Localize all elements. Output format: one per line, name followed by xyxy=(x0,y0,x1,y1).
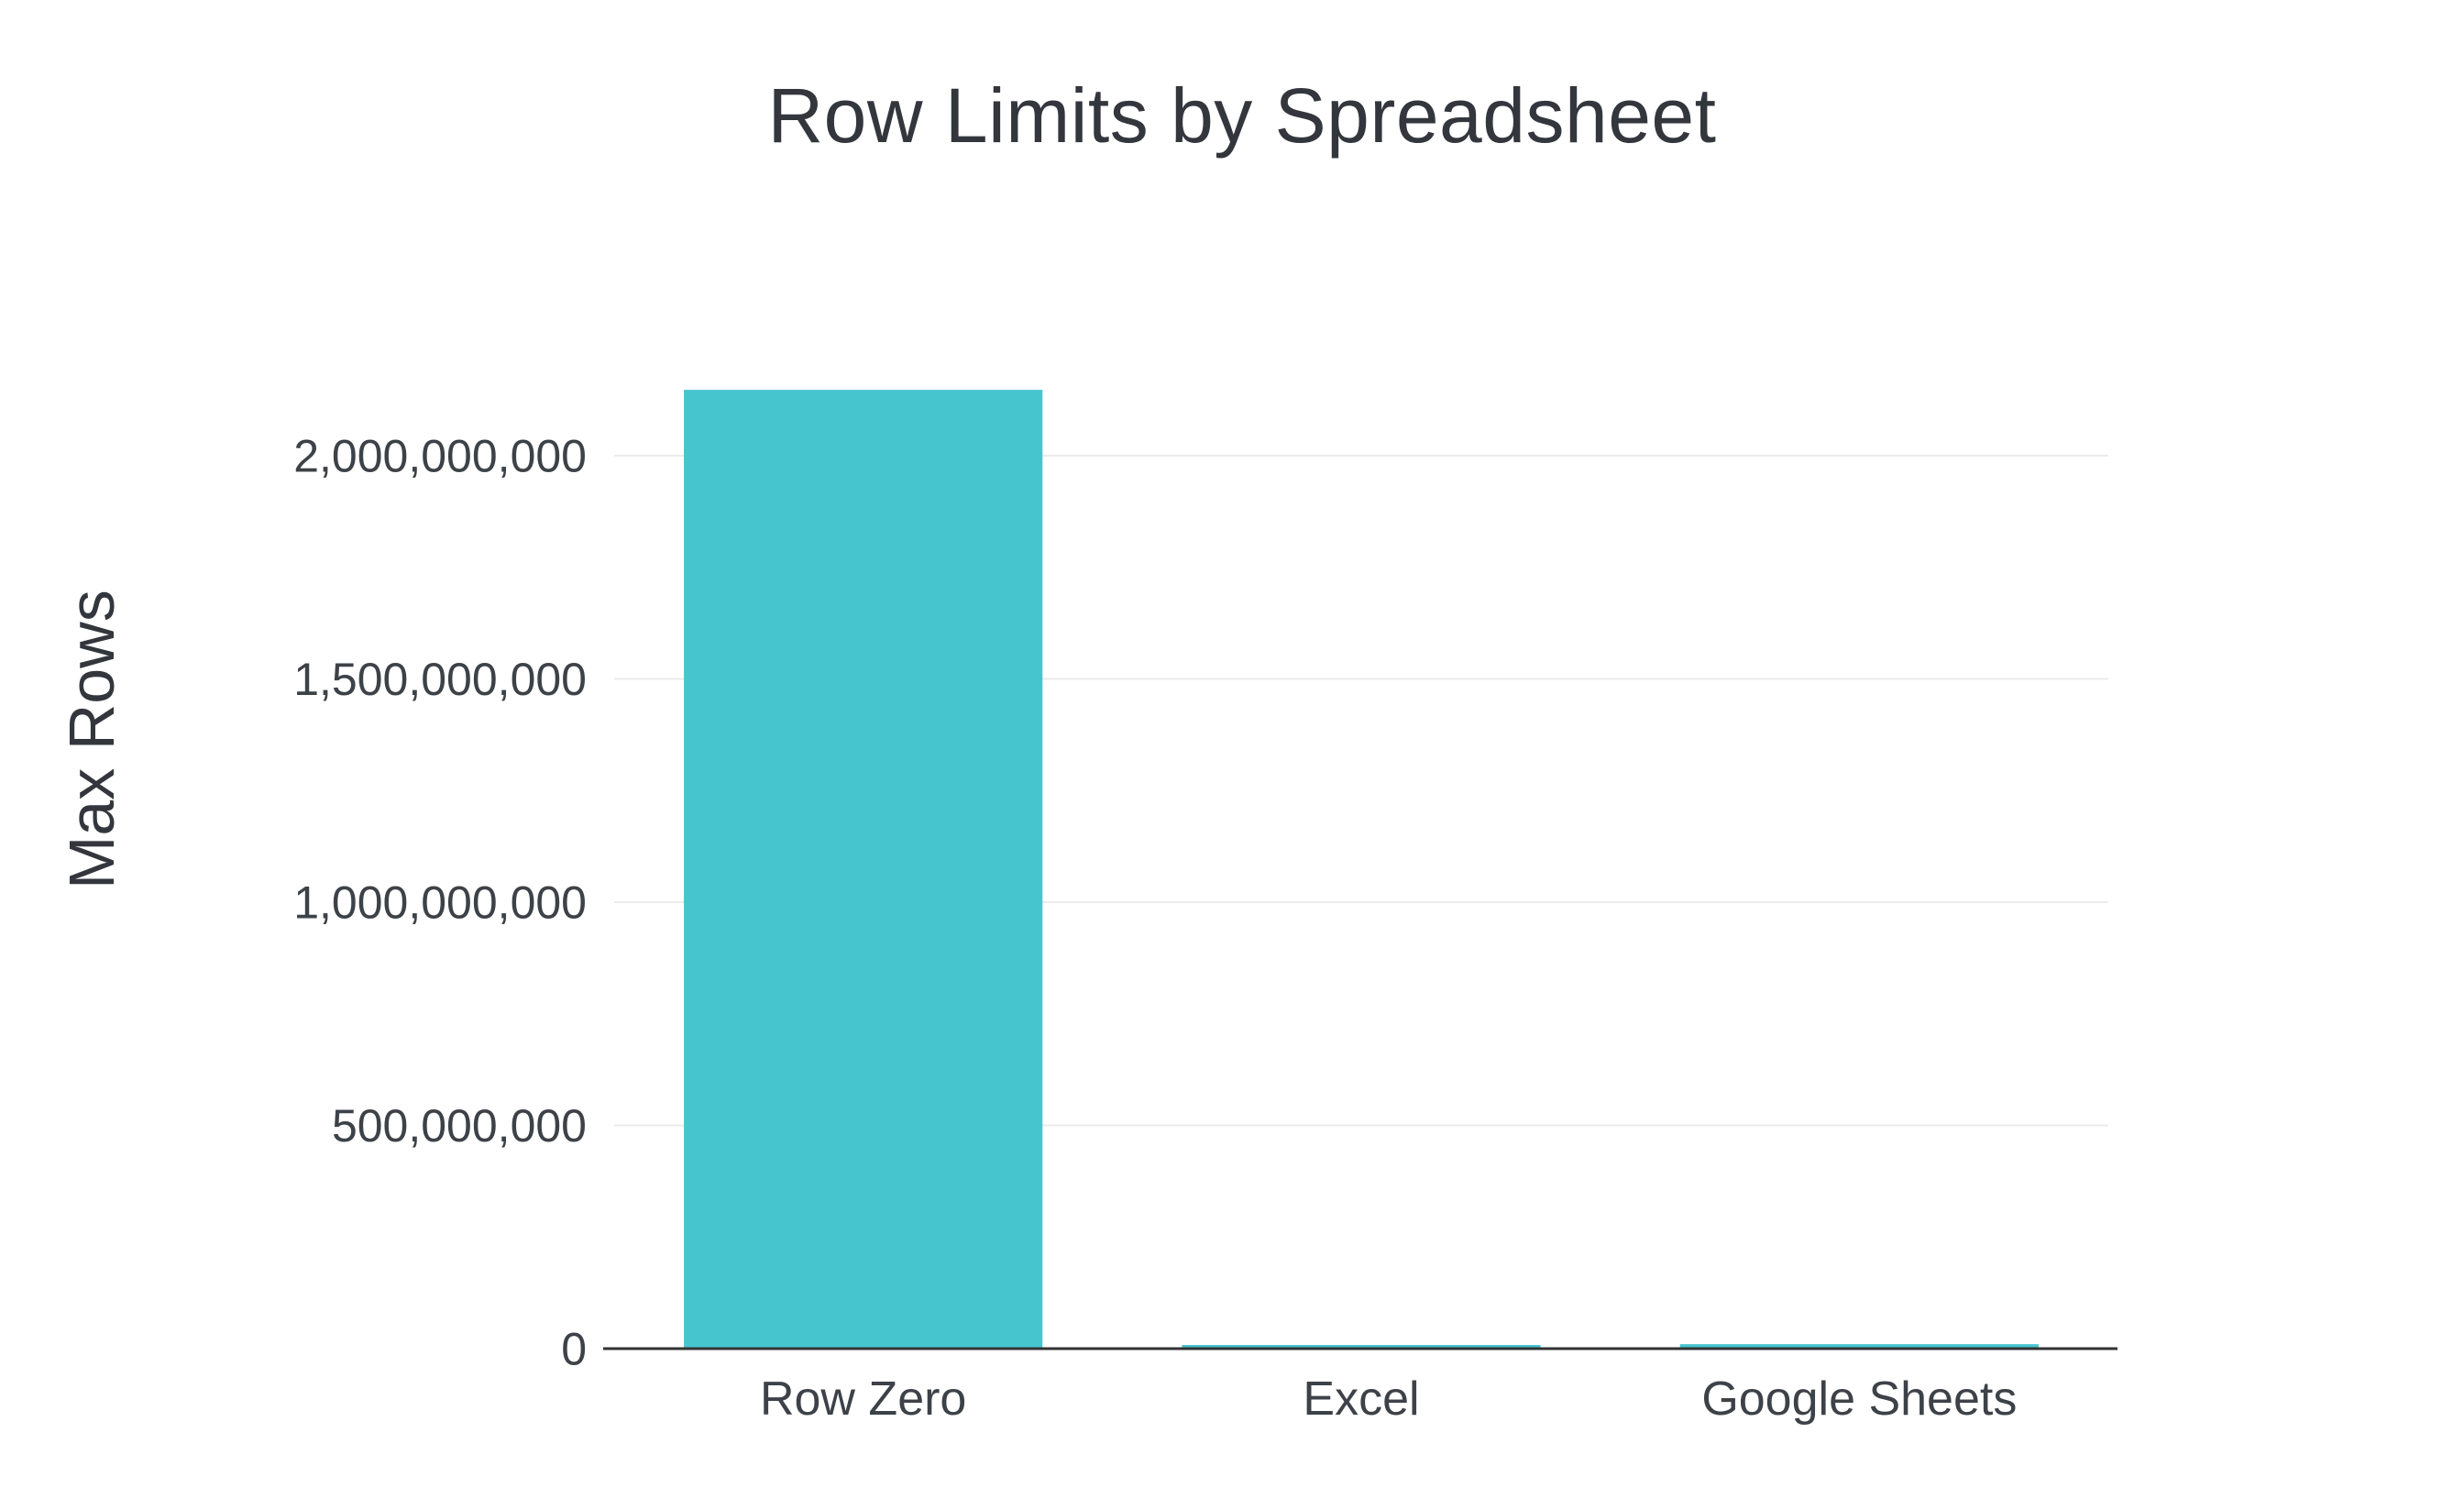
x-category-label: Row Zero xyxy=(760,1372,966,1426)
bar-google-sheets xyxy=(1679,1344,2039,1349)
y-tick-label: 1,500,000,000 xyxy=(293,654,587,705)
y-tick-label: 2,000,000,000 xyxy=(293,431,587,482)
y-tick-label: 1,000,000,000 xyxy=(293,877,587,929)
y-tick-label: 500,000,000 xyxy=(332,1100,587,1152)
bar-excel xyxy=(1182,1345,1541,1349)
chart-title: Row Limits by Spreadsheet xyxy=(767,72,1717,159)
x-category-label: Google Sheets xyxy=(1701,1372,2017,1426)
x-category-label: Excel xyxy=(1303,1372,1419,1426)
y-tick-label: 0 xyxy=(561,1324,587,1375)
bar-row-zero xyxy=(684,390,1043,1349)
